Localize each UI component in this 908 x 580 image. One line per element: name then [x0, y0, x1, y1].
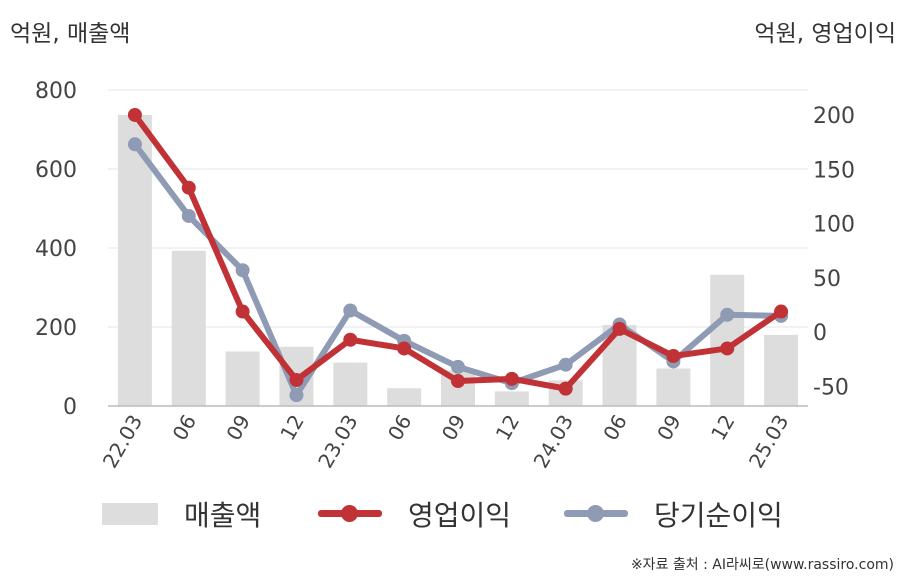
series-point — [289, 372, 304, 387]
chart-legend: 매출액 영업이익 당기순이익 — [0, 492, 908, 536]
legend-item-revenue: 매출액 — [102, 492, 261, 536]
left-tick-label: 200 — [35, 316, 77, 341]
series-point — [289, 388, 304, 403]
series-point — [181, 180, 196, 195]
series-point — [127, 137, 142, 152]
revenue-bar — [171, 250, 206, 406]
right-axis-ticks: 200 150 100 50 0 -50 — [813, 104, 855, 400]
revenue-bar — [333, 362, 368, 406]
right-tick-label: 150 — [813, 158, 855, 183]
series-point — [451, 359, 465, 374]
revenue-bar — [656, 368, 691, 406]
x-tick-label: 12 — [275, 411, 309, 445]
right-tick-label: 100 — [813, 213, 855, 238]
left-tick-label: 800 — [35, 79, 77, 104]
x-tick-label: 22.03 — [98, 411, 147, 473]
legend-line-swatch-red — [318, 503, 382, 525]
left-tick-label: 600 — [35, 158, 77, 183]
series-point — [720, 341, 735, 356]
x-tick-label: 06 — [598, 411, 632, 445]
series-point — [612, 321, 627, 336]
left-axis-ticks: 800 600 400 200 0 — [35, 79, 77, 420]
right-tick-label: 200 — [813, 104, 855, 129]
series-point — [558, 381, 573, 396]
right-tick-label: 50 — [813, 267, 841, 292]
x-tick-label: 25.03 — [744, 411, 793, 473]
x-tick-label: 06 — [383, 411, 417, 445]
legend-label-net-income: 당기순이익 — [654, 499, 783, 532]
series-point — [666, 349, 681, 364]
x-tick-label: 24.03 — [529, 411, 578, 473]
right-tick-label: 0 — [813, 321, 827, 346]
series-point — [235, 263, 250, 278]
legend-label-revenue: 매출액 — [184, 499, 262, 532]
series-point — [774, 304, 789, 319]
legend-item-operating-profit: 영업이익 — [318, 492, 511, 536]
legend-item-net-income: 당기순이익 — [564, 492, 783, 536]
right-axis-unit-label: 억원, 영업이익 — [754, 21, 896, 47]
right-tick-label: -50 — [813, 375, 849, 400]
x-tick-label: 12 — [706, 411, 740, 445]
revenue-bar — [225, 351, 260, 406]
profit-lines — [127, 107, 789, 403]
left-axis-unit-label: 억원, 매출액 — [10, 21, 131, 47]
x-tick-label: 12 — [491, 411, 525, 445]
revenue-bar — [764, 334, 799, 406]
series-point — [558, 357, 573, 372]
legend-line-swatch-blue — [564, 503, 628, 525]
revenue-bars — [117, 114, 799, 406]
series-point — [397, 341, 412, 356]
series-point — [181, 208, 196, 223]
x-tick-label: 09 — [221, 411, 255, 445]
revenue-bar — [494, 391, 529, 406]
series-point — [343, 332, 358, 347]
left-tick-label: 0 — [63, 395, 77, 420]
series-point — [127, 107, 142, 122]
combo-chart: 800 600 400 200 0 200 150 100 50 0 -50 22.03 06 09 1… — [35, 79, 855, 473]
x-tick-label: 09 — [652, 411, 686, 445]
series-point — [720, 307, 735, 322]
x-tick-label: 23.03 — [313, 411, 362, 473]
series-point — [504, 371, 519, 386]
series-line — [131, 111, 785, 392]
grid-lines — [108, 89, 808, 328]
x-axis-ticks: 22.03 06 09 12 23.03 06 09 12 24.03 06 09 12 25.03 — [98, 411, 794, 473]
revenue-bar — [387, 388, 422, 406]
legend-label-operating-profit: 영업이익 — [408, 499, 512, 532]
legend-bar-swatch — [102, 503, 158, 525]
series-point — [451, 374, 465, 389]
x-tick-label: 06 — [168, 411, 202, 445]
x-tick-label: 09 — [437, 411, 471, 445]
source-note: ※자료 출처 : AI라씨로(www.rassiro.com) — [630, 557, 894, 573]
series-point — [343, 303, 358, 318]
series-point — [235, 304, 250, 319]
left-tick-label: 400 — [35, 237, 77, 262]
